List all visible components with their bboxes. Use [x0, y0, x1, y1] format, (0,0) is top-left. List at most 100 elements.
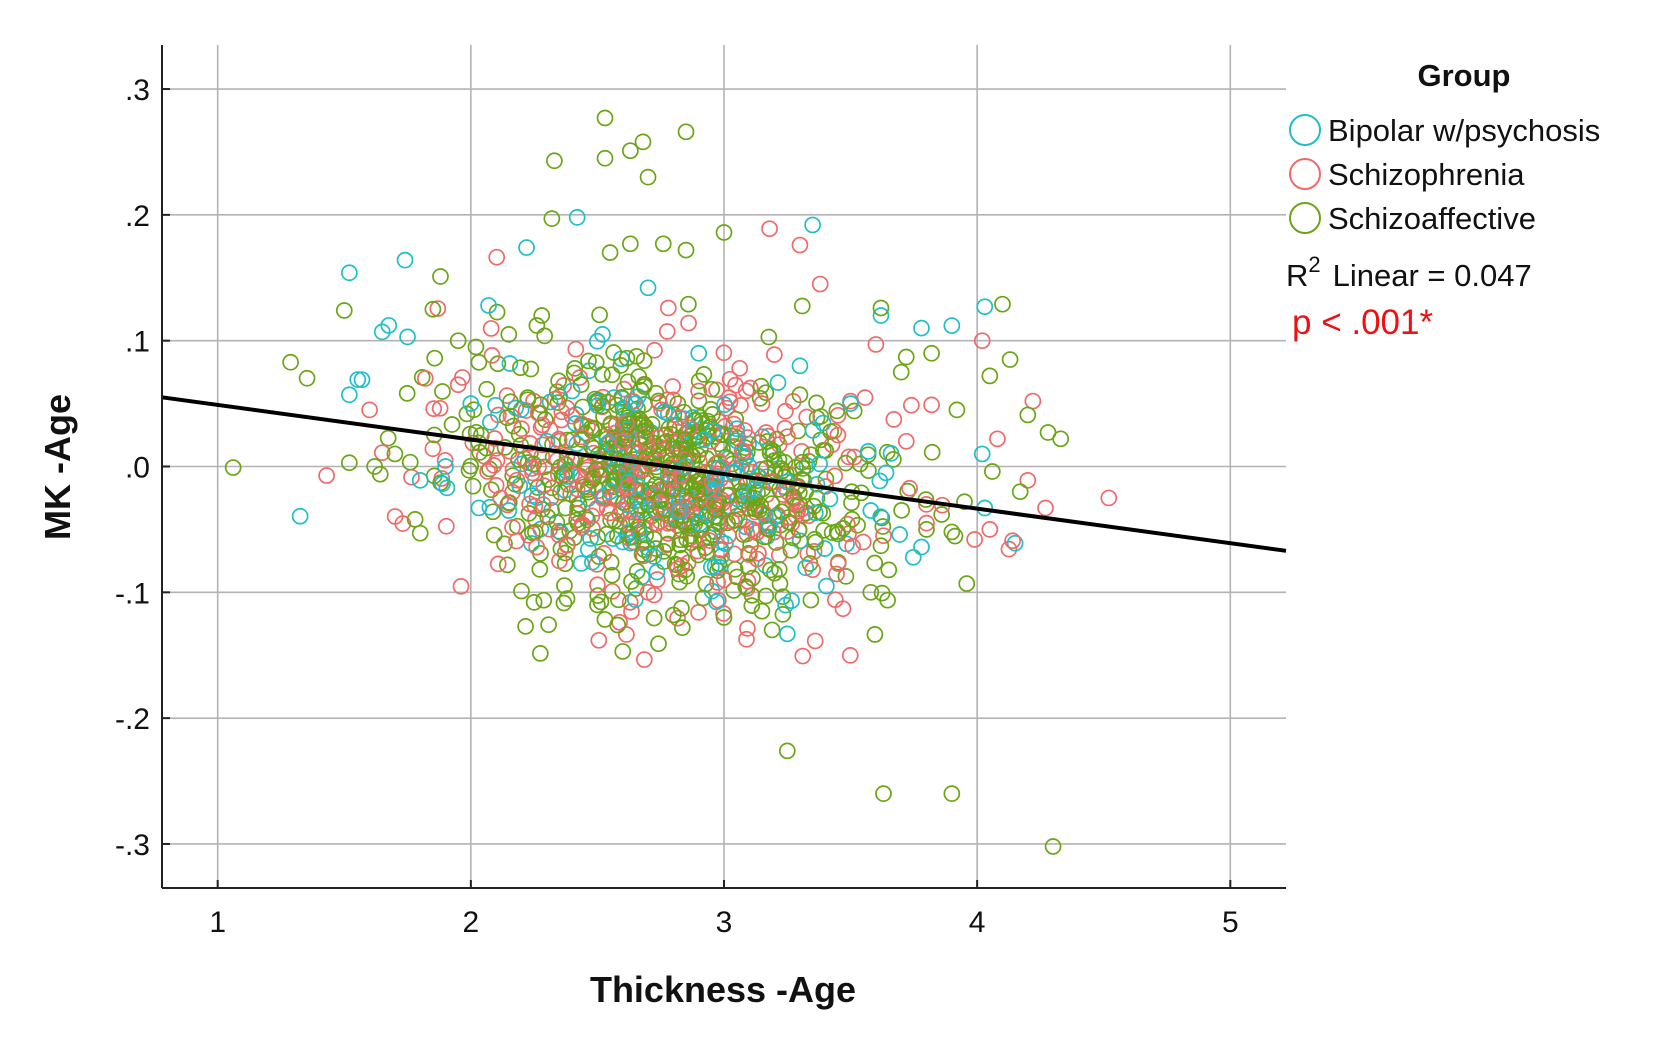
scatter-point	[946, 527, 964, 545]
scatter-point	[693, 412, 710, 429]
scatter-point	[635, 352, 653, 370]
regression-line	[161, 395, 1287, 553]
scatter-point	[973, 445, 991, 463]
scatter-point	[353, 371, 371, 389]
scatter-point	[658, 323, 676, 340]
scatter-point	[411, 524, 429, 542]
scatter-point	[859, 443, 877, 460]
scatter-point	[480, 297, 497, 314]
scatter-point	[652, 495, 670, 513]
r-squared-superscript: 2	[1308, 252, 1320, 277]
scatter-point	[429, 300, 447, 317]
scatter-point	[620, 415, 638, 433]
x-tick-label: 2	[463, 906, 480, 939]
scatter-point	[470, 499, 488, 517]
scatter-point	[655, 434, 673, 452]
scatter-point	[669, 609, 686, 627]
scatter-point	[639, 279, 657, 297]
scatter-point	[826, 467, 844, 485]
scatter-point	[784, 529, 802, 547]
scatter-point	[437, 458, 454, 475]
scatter-point	[424, 440, 442, 458]
scatter-point	[589, 587, 607, 604]
scatter-point	[621, 142, 639, 160]
scatter-point	[738, 630, 755, 648]
scatter-point	[614, 643, 632, 660]
scatter-point	[766, 508, 783, 526]
scatter-point	[994, 295, 1011, 313]
scatter-point	[716, 417, 734, 435]
scatter-point	[340, 454, 358, 472]
scatter-point	[648, 571, 666, 588]
scatter-point	[485, 526, 503, 544]
scatter-point	[572, 376, 590, 393]
scatter-point	[467, 338, 485, 356]
scatter-point	[805, 497, 823, 515]
x-ticks: 1 2 3 4 5	[209, 880, 1239, 939]
scatter-point	[774, 462, 791, 480]
scatter-point	[739, 572, 757, 590]
r-squared-symbol: R	[1286, 258, 1308, 293]
scatter-point	[633, 545, 651, 563]
scatter-point	[656, 403, 673, 421]
scatter-point	[623, 573, 640, 590]
scatter-point	[762, 561, 779, 579]
scatter-point	[1100, 489, 1118, 507]
legend-label: Schizophrenia	[1328, 157, 1525, 192]
scatter-point	[769, 374, 787, 391]
scatter-point	[695, 366, 713, 383]
scatter-point	[777, 402, 794, 420]
scatter-point	[431, 399, 449, 417]
scatter-point	[728, 420, 746, 438]
scatter-point	[340, 264, 358, 282]
scatter-point	[677, 241, 695, 259]
scatter-point	[739, 620, 756, 637]
scatter-point	[913, 319, 930, 337]
scatter-point	[555, 377, 573, 394]
scatter-point	[806, 504, 824, 522]
scatter-point	[487, 477, 505, 494]
scatter-point	[594, 397, 611, 415]
scatter-point	[642, 481, 659, 498]
scatter-point	[1019, 406, 1037, 424]
scatter-point	[568, 504, 586, 522]
scatter-point	[668, 471, 685, 489]
scatter-point	[569, 499, 587, 517]
scatter-point	[1001, 351, 1019, 368]
scatter-point	[821, 490, 839, 508]
scatter-point	[622, 516, 640, 533]
scatter-point	[621, 235, 639, 253]
scatter-point	[774, 588, 792, 606]
scatter-point	[522, 360, 540, 378]
scatter-point	[584, 520, 601, 537]
scatter-point	[496, 535, 513, 553]
scatter-point	[743, 597, 761, 614]
y-tick-label: -.1	[115, 577, 150, 610]
scatter-point	[513, 455, 531, 473]
scatter-point	[989, 430, 1006, 448]
scatter-point	[224, 459, 242, 476]
scatter-point	[462, 395, 480, 412]
scatter-point	[580, 352, 597, 370]
scatter-point	[568, 209, 586, 226]
scatter-point	[541, 393, 559, 411]
scatter-point	[502, 393, 519, 411]
scatter-point	[567, 415, 584, 432]
scatter-point	[670, 502, 688, 520]
scatter-point	[506, 475, 524, 493]
scatter-point	[691, 515, 709, 532]
scatter-point	[757, 460, 775, 477]
scatter-point	[591, 306, 608, 324]
scatter-point	[298, 369, 316, 387]
scatter-point	[533, 307, 551, 324]
scatter-point	[778, 625, 796, 643]
scatter-point	[550, 526, 568, 544]
scatter-point	[816, 540, 834, 557]
scatter-point	[551, 552, 568, 570]
scatter-point	[739, 429, 757, 446]
scatter-point	[416, 370, 434, 387]
scatter-point	[487, 396, 504, 414]
scatter-point	[842, 395, 859, 412]
scatter-point	[808, 394, 825, 412]
scatter-point	[482, 481, 500, 499]
